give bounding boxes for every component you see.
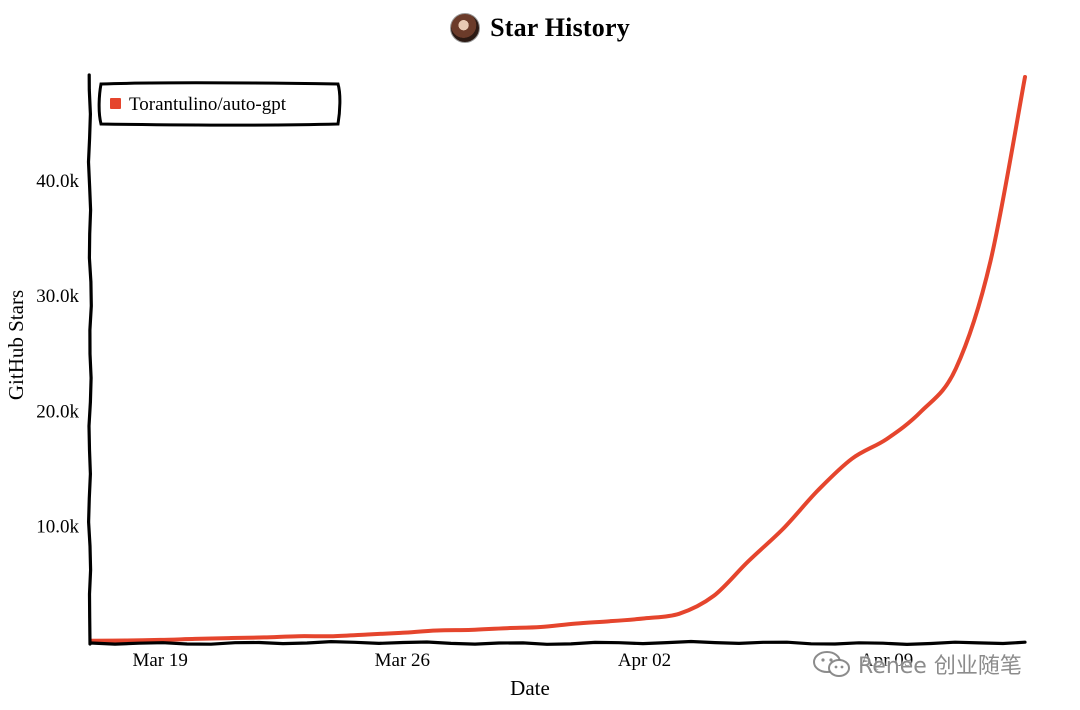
- series-line-torantulino-auto-gpt: [89, 75, 1027, 643]
- x-axis-title: Date: [510, 676, 550, 700]
- legend-swatch: [110, 98, 121, 109]
- y-tick-label: 20.0k: [36, 401, 79, 422]
- legend: Torantulino/auto-gpt: [97, 81, 342, 127]
- legend-entry-label: Torantulino/auto-gpt: [129, 94, 287, 115]
- chart-header: Star History: [0, 8, 1080, 48]
- x-tick-label: Apr 02: [618, 650, 671, 671]
- legend-box: [97, 81, 342, 127]
- y-axis-title: GitHub Stars: [4, 290, 28, 400]
- x-tick-labels: Mar 19 Mar 26 Apr 02 Apr 09: [132, 650, 913, 671]
- y-tick-labels: 10.0k 20.0k 30.0k 40.0k: [36, 171, 79, 538]
- x-tick-label: Mar 19: [132, 650, 187, 671]
- y-tick-label: 10.0k: [36, 517, 79, 538]
- x-tick-label: Apr 09: [860, 650, 913, 671]
- watermark: Renee 创业随笔: [812, 648, 1022, 680]
- y-axis-line: [86, 73, 93, 646]
- chart-title: Star History: [490, 13, 630, 42]
- y-tick-label: 40.0k: [36, 171, 79, 192]
- y-tick-label: 30.0k: [36, 286, 79, 307]
- series-points: [89, 75, 1027, 643]
- wechat-icon: [813, 651, 850, 677]
- watermark-text: Renee 创业随笔: [858, 654, 1022, 679]
- avatar: [450, 13, 481, 43]
- x-axis-line: [89, 639, 1027, 647]
- x-tick-label: Mar 26: [375, 650, 430, 671]
